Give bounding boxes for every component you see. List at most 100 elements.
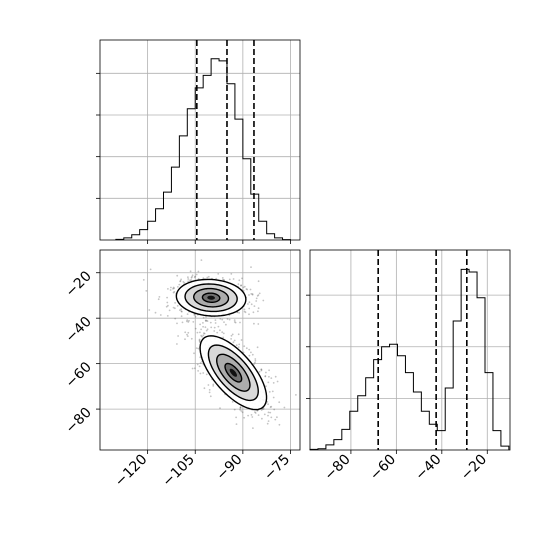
axes-frame [99,249,301,451]
scatter-point [256,295,259,297]
scatter-point [149,268,152,271]
scatter-point [207,275,210,278]
scatter-point [203,387,206,390]
scatter-point [215,277,218,280]
scatter-point [205,373,208,376]
scatter-point [217,273,220,275]
panel-hist-x [96,39,301,244]
scatter-point [278,423,281,426]
scatter-point [176,343,178,345]
scatter-point [208,391,211,394]
scatter-point [248,294,250,296]
scatter-point [210,326,213,329]
scatter-point [248,354,251,357]
scatter-point [269,406,272,409]
scatter-point [257,414,260,416]
scatter-point [187,321,190,323]
scatter-point [189,279,191,282]
scatter-point [197,270,200,273]
scatter-point [193,276,196,279]
scatter-point [250,293,253,295]
scatter-point [263,413,266,416]
scatter-point [193,314,196,316]
scatter-point [271,390,274,393]
scatter-point [243,308,246,311]
scatter-point [222,278,224,281]
scatter-point [222,332,225,335]
scatter-point [216,331,219,334]
scatter-point [249,288,252,291]
scatter-point [274,418,277,421]
scatter-point [250,351,252,354]
scatter-point [177,335,180,337]
scatter-point [235,416,238,419]
scatter-point [250,266,252,268]
scatter-point [181,321,184,324]
scatter-point [264,375,267,378]
scatter-point [268,369,270,372]
scatter-point [230,273,233,275]
scatter-point [200,328,203,331]
scatter-point [232,341,235,344]
scatter-point [213,326,216,329]
scatter-point [172,286,175,289]
scatter-point [199,356,202,359]
scatter-point [231,333,234,336]
scatter-point [268,391,271,393]
scatter-point [232,278,235,280]
scatter-point [191,275,193,278]
scatter-point [272,382,275,384]
scatter-point [166,296,169,299]
scatter-point [208,389,211,391]
scatter-point [283,406,286,409]
scatter-point [270,405,273,408]
scatter-point [166,315,169,317]
scatter-point [265,385,267,387]
scatter-point [258,370,261,373]
scatter-point [187,276,189,279]
scatter-point [267,381,270,384]
scatter-point [193,352,195,355]
scatter-point [241,411,244,414]
scatter-point [267,403,269,406]
scatter-point [264,375,267,377]
scatter-point [209,395,212,398]
scatter-point [159,314,162,316]
scatter-point [214,322,217,324]
scatter-point [257,294,260,296]
scatter-point [226,318,229,320]
scatter-point [251,293,254,296]
scatter-point [254,412,257,414]
scatter-point [187,278,190,280]
scatter-point [244,311,247,314]
scatter-point [205,319,208,322]
scatter-point [258,292,261,295]
scatter-point [253,305,256,307]
scatter-point [246,288,249,291]
scatter-point [187,280,190,283]
scatter-point [202,277,205,279]
scatter-point [174,317,177,320]
scatter-point [239,406,242,409]
scatter-point [193,367,196,370]
scatter-point [276,380,279,383]
scatter-point [243,416,246,419]
axes-frame [309,249,511,451]
scatter-point [213,330,216,332]
scatter-point [225,323,227,326]
scatter-point [231,401,234,403]
scatter-point [252,427,254,429]
scatter-point [201,335,204,338]
scatter-point [180,310,183,313]
scatter-point [251,293,254,295]
scatter-point [267,420,270,422]
scatter-point [267,414,269,417]
scatter-point [221,318,224,321]
scatter-point [256,409,259,412]
scatter-point [173,290,176,293]
scatter-point [278,401,281,404]
scatter-point [250,303,253,306]
density-peak [229,368,237,377]
scatter-point [198,365,201,368]
